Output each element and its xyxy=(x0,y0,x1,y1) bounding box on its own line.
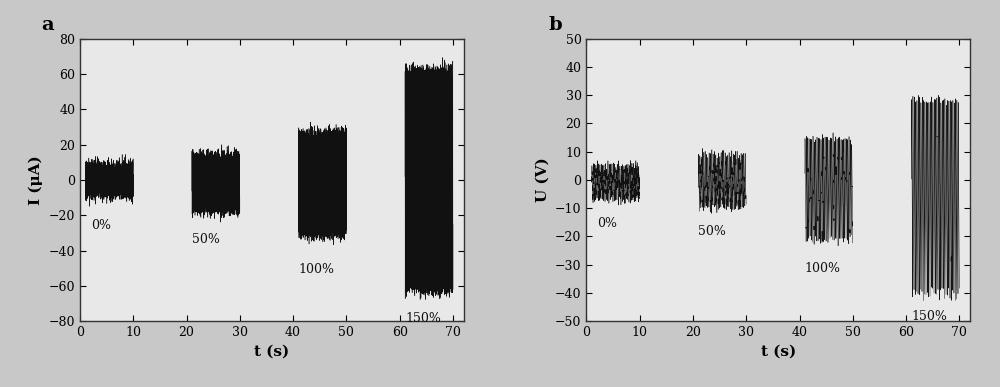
Text: 150%: 150% xyxy=(911,310,947,323)
Text: a: a xyxy=(42,16,54,34)
Text: 50%: 50% xyxy=(192,233,220,246)
Text: 0%: 0% xyxy=(597,217,617,229)
X-axis label: t (s): t (s) xyxy=(254,345,289,359)
Text: 50%: 50% xyxy=(698,225,726,238)
Y-axis label: U (V): U (V) xyxy=(535,158,549,202)
Text: 100%: 100% xyxy=(298,263,334,276)
Text: 0%: 0% xyxy=(91,219,111,232)
Text: b: b xyxy=(548,16,562,34)
X-axis label: t (s): t (s) xyxy=(761,345,796,359)
Text: 100%: 100% xyxy=(805,262,841,275)
Y-axis label: I (μA): I (μA) xyxy=(29,155,43,205)
Text: 150%: 150% xyxy=(405,312,441,325)
